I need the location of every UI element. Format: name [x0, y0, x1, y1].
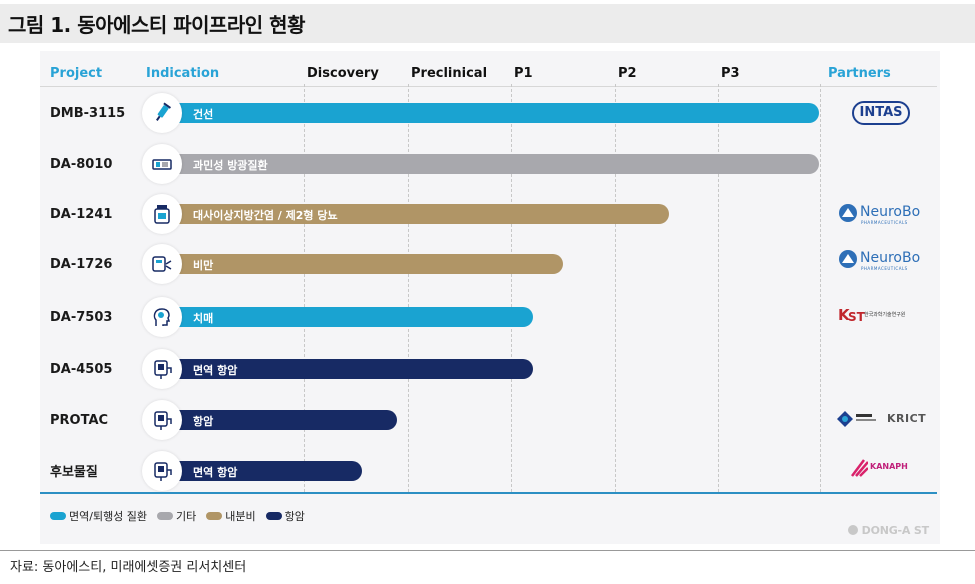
partner-logo-krict: KRICT — [836, 409, 926, 431]
pipeline-bar: 비만 — [177, 254, 563, 274]
dong-a-st-watermark: DONG-A ST — [848, 524, 929, 537]
partner-logo-neurobo: NeuroBo PHARMACEUTICALS — [838, 203, 928, 227]
indication-label: 건선 — [193, 108, 214, 121]
project-name: PROTAC — [50, 413, 109, 428]
grid-line-p3 — [718, 84, 719, 492]
kist-mark-s: ST — [848, 310, 865, 324]
indication-label: 항암 — [193, 415, 214, 428]
pipeline-bar: 치매 — [177, 307, 533, 327]
partner-subtitle: PHARMACEUTICALS — [861, 220, 908, 225]
legend-swatch — [265, 512, 282, 520]
krict-decoration — [856, 414, 872, 417]
legend-item: 내분비 — [206, 508, 256, 524]
legend-label: 면역/퇴행성 질환 — [69, 510, 148, 523]
legend-swatch — [157, 512, 174, 520]
project-name: DMB-3115 — [50, 106, 126, 121]
project-name: DA-8010 — [50, 157, 113, 172]
watermark-icon — [848, 525, 858, 535]
iv-bag-icon — [142, 451, 182, 491]
figure-title: 그림 1. 동아에스티 파이프라인 현황 — [8, 13, 305, 37]
source-note: 자료: 동아에스티, 미래에셋증권 리서치센터 — [10, 560, 247, 575]
header-project: Project — [50, 66, 103, 81]
project-name: 후보물질 — [50, 465, 98, 480]
partner-name: NeuroBo — [860, 250, 921, 266]
indication-label: 대사이상지방간염 / 제2형 당뇨 — [193, 209, 338, 222]
legend-item: 면역/퇴행성 질환 — [50, 508, 147, 524]
legend-swatch — [206, 512, 223, 520]
watermark-text: DONG-A ST — [861, 524, 929, 537]
legend-label: 내분비 — [225, 510, 256, 523]
grid-line-p2 — [615, 84, 616, 492]
grid-line-partners — [820, 84, 821, 492]
iv-bag-icon — [142, 400, 182, 440]
scale-icon — [142, 244, 182, 284]
partner-logo-kanaph: KANAPH — [850, 458, 930, 480]
bladder-icon — [142, 144, 182, 184]
legend-item: 기타 — [157, 508, 196, 524]
partner-logo-intas: INTAS — [852, 101, 910, 125]
syringe-icon — [142, 93, 182, 133]
legend-swatch — [50, 512, 66, 520]
legend-label: 항암 — [284, 510, 305, 523]
grid-line-p1 — [511, 84, 512, 492]
partner-logo-neurobo: NeuroBo PHARMACEUTICALS — [838, 249, 928, 273]
medicine-bottle-icon — [142, 194, 182, 234]
header-discovery: Discovery — [307, 66, 379, 81]
source-divider — [0, 550, 975, 551]
partner-logo-kist: K ST 한국과학기술연구원 — [838, 306, 928, 330]
indication-label: 면역 항암 — [193, 364, 238, 377]
partner-name: KRICT — [887, 412, 927, 425]
pipeline-bar: 대사이상지방간염 / 제2형 당뇨 — [177, 204, 669, 224]
header-p1: P1 — [514, 66, 533, 81]
project-name: DA-4505 — [50, 362, 113, 377]
iv-bag-icon — [142, 349, 182, 389]
indication-label: 과민성 방광질환 — [193, 159, 268, 172]
header-partners: Partners — [828, 66, 891, 81]
partner-name: NeuroBo — [860, 204, 921, 220]
project-name: DA-1726 — [50, 257, 113, 272]
pipeline-bar: 면역 항암 — [177, 461, 362, 481]
legend-label: 기타 — [176, 510, 197, 523]
chart-bottom-rule — [40, 492, 937, 494]
project-name: DA-7503 — [50, 310, 113, 325]
indication-label: 면역 항암 — [193, 466, 238, 479]
header-preclinical: Preclinical — [411, 66, 488, 81]
indication-label: 비만 — [193, 259, 214, 272]
krict-decoration — [856, 419, 876, 421]
legend-item: 항암 — [265, 508, 305, 524]
header-divider — [40, 86, 937, 87]
grid-line-preclinical — [408, 84, 409, 492]
grid-line-discovery — [304, 84, 305, 492]
partner-subtitle: PHARMACEUTICALS — [861, 266, 908, 271]
indication-label: 치매 — [193, 312, 214, 325]
title-band — [0, 4, 975, 43]
pipeline-bar: 건선 — [177, 103, 819, 123]
header-p2: P2 — [618, 66, 637, 81]
partner-name: KANAPH — [870, 462, 908, 471]
pipeline-bar: 항암 — [177, 410, 397, 430]
head-brain-icon — [142, 297, 182, 337]
partner-name: 한국과학기술연구원 — [864, 312, 906, 318]
project-name: DA-1241 — [50, 207, 113, 222]
header-indication: Indication — [146, 66, 220, 81]
pipeline-bar: 과민성 방광질환 — [177, 154, 819, 174]
legend: 면역/퇴행성 질환 기타 내분비 항암 — [50, 508, 305, 524]
header-p3: P3 — [721, 66, 740, 81]
pipeline-bar: 면역 항암 — [177, 359, 533, 379]
kist-mark: K — [838, 306, 850, 324]
